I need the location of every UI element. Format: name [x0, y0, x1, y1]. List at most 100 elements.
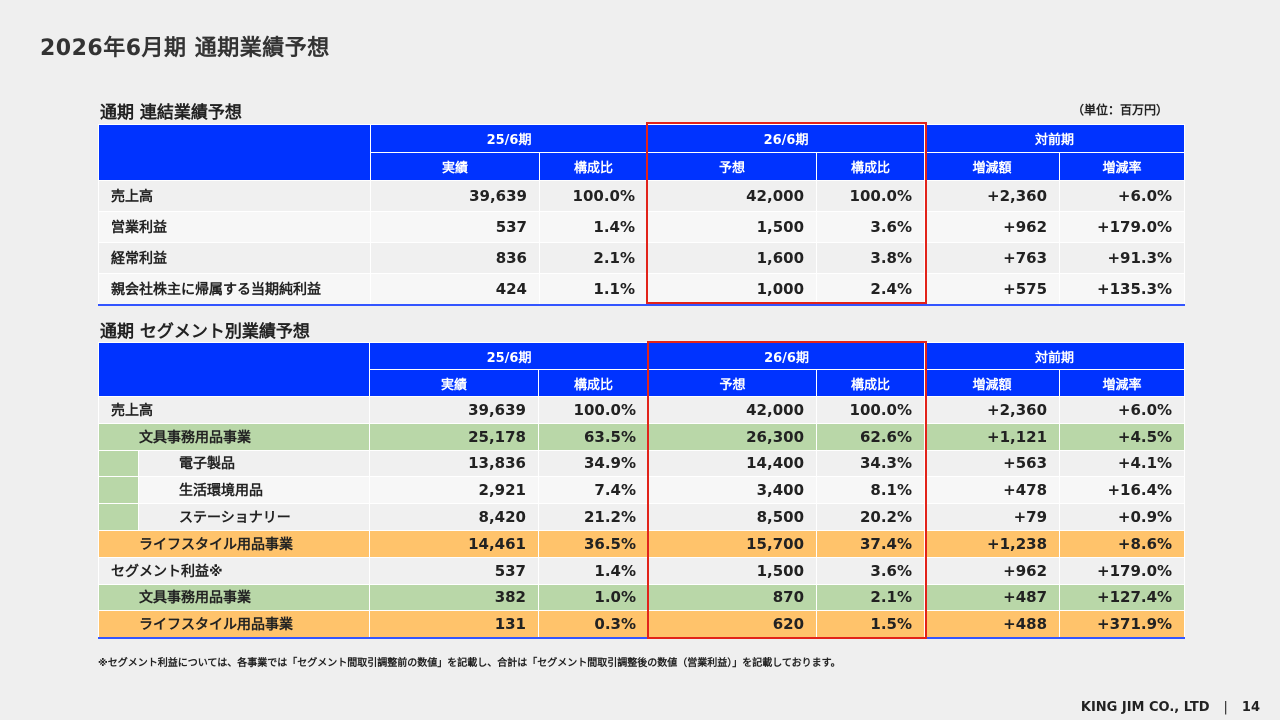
- group-header-fy25: 25/6期: [369, 124, 649, 153]
- sub-header: 実績: [369, 369, 539, 397]
- row-label: ライフスタイル用品事業: [98, 610, 370, 639]
- cell: 63.5%: [537, 422, 650, 451]
- sub-header: 構成比: [538, 152, 649, 181]
- cell: +2,360: [924, 180, 1061, 212]
- row-label: 営業利益: [98, 211, 371, 243]
- cell: 8,420: [369, 503, 539, 531]
- cell: 2.1%: [538, 242, 649, 274]
- indent-cell: [98, 449, 139, 478]
- footer-separator: |: [1223, 700, 1228, 715]
- cell: 36.5%: [537, 529, 650, 558]
- row-label: 電子製品: [138, 449, 370, 478]
- cell: 25,178: [369, 422, 539, 451]
- cell: +6.0%: [1059, 396, 1186, 424]
- cell: +179.0%: [1059, 211, 1186, 243]
- sub-header: 増減率: [1059, 152, 1186, 181]
- cell: 2.4%: [816, 273, 926, 305]
- consolidated-forecast-table: 25/6期 26/6期 対前期 実績 構成比 予想 構成比 増減額 増減率 売上…: [98, 124, 1186, 306]
- cell: +962: [924, 211, 1061, 243]
- row-label: 生活環境用品: [138, 476, 370, 505]
- indent-cell: [98, 476, 139, 505]
- cell: 100.0%: [816, 180, 926, 212]
- table-row: 文具事務用品事業 25,178 63.5% 26,300 62.6% +1,12…: [98, 422, 1186, 451]
- cell: 870: [648, 583, 818, 612]
- sub-header: 増減額: [924, 152, 1061, 181]
- group-header-fy25: 25/6期: [368, 342, 650, 370]
- cell: +2,360: [924, 396, 1061, 424]
- header-blank: [98, 342, 370, 397]
- table-row: セグメント利益※ 537 1.4% 1,500 3.6% +962 +179.0…: [98, 556, 1186, 585]
- cell: 1,600: [647, 242, 818, 274]
- cell: 42,000: [647, 180, 818, 212]
- unit-label: （単位：百万円）: [1071, 103, 1168, 117]
- cell: 3,400: [648, 476, 818, 505]
- sub-header: 増減額: [924, 369, 1061, 397]
- cell: +16.4%: [1059, 476, 1186, 505]
- indent-cell: [98, 503, 139, 531]
- cell: 537: [370, 211, 540, 243]
- section1-title: 通期 連結業績予想: [100, 103, 242, 123]
- footer: KING JIM CO., LTD | 14: [1081, 700, 1260, 715]
- cell: 3.8%: [816, 242, 926, 274]
- cell: 62.6%: [816, 422, 926, 451]
- cell: 131: [369, 610, 539, 639]
- cell: +763: [924, 242, 1061, 274]
- table-row: 文具事務用品事業 382 1.0% 870 2.1% +487 +127.4%: [98, 583, 1186, 612]
- section2-title: 通期 セグメント別業績予想: [100, 322, 310, 342]
- cell: 1.4%: [538, 211, 649, 243]
- cell: 37.4%: [816, 529, 926, 558]
- row-label: 経常利益: [98, 242, 371, 274]
- cell: 1.0%: [537, 583, 650, 612]
- cell: 26,300: [648, 422, 818, 451]
- cell: +135.3%: [1059, 273, 1186, 305]
- footnote: ※セグメント利益については、各事業では「セグメント間取引調整前の数値」を記載し、…: [98, 658, 841, 669]
- cell: 620: [648, 610, 818, 639]
- cell: 1,500: [648, 556, 818, 585]
- table-row: ライフスタイル用品事業 131 0.3% 620 1.5% +488 +371.…: [98, 610, 1186, 639]
- cell: 34.9%: [537, 449, 650, 478]
- cell: +962: [924, 556, 1061, 585]
- cell: 8.1%: [816, 476, 926, 505]
- page-title: 2026年6月期 通期業績予想: [40, 36, 330, 61]
- group-header-fy26: 26/6期: [647, 124, 926, 153]
- cell: +0.9%: [1059, 503, 1186, 531]
- cell: 1.1%: [538, 273, 649, 305]
- sub-header: 構成比: [816, 152, 926, 181]
- cell: +91.3%: [1059, 242, 1186, 274]
- cell: 100.0%: [538, 180, 649, 212]
- cell: 14,400: [648, 449, 818, 478]
- cell: +8.6%: [1059, 529, 1186, 558]
- cell: 20.2%: [816, 503, 926, 531]
- cell: 42,000: [648, 396, 818, 424]
- cell: 382: [369, 583, 539, 612]
- cell: 2,921: [369, 476, 539, 505]
- sub-header: 予想: [648, 369, 818, 397]
- cell: +575: [924, 273, 1061, 305]
- cell: +487: [924, 583, 1061, 612]
- cell: 1,000: [647, 273, 818, 305]
- table-row: ライフスタイル用品事業 14,461 36.5% 15,700 37.4% +1…: [98, 529, 1186, 558]
- group-header-yoy: 対前期: [924, 124, 1186, 153]
- row-label: 売上高: [98, 396, 370, 424]
- cell: 1,500: [647, 211, 818, 243]
- header-blank: [98, 124, 371, 181]
- table-row: 生活環境用品 2,921 7.4% 3,400 8.1% +478 +16.4%: [98, 476, 1186, 505]
- cell: +6.0%: [1059, 180, 1186, 212]
- cell: +478: [924, 476, 1061, 505]
- sub-header: 予想: [647, 152, 818, 181]
- cell: +179.0%: [1059, 556, 1186, 585]
- row-label: 親会社株主に帰属する当期純利益: [98, 273, 371, 305]
- cell: 0.3%: [537, 610, 650, 639]
- table-row: ステーショナリー 8,420 21.2% 8,500 20.2% +79 +0.…: [98, 503, 1186, 531]
- row-label: 文具事務用品事業: [98, 422, 370, 451]
- cell: 34.3%: [816, 449, 926, 478]
- table-row: 売上高 39,639 100.0% 42,000 100.0% +2,360 +…: [98, 180, 1186, 212]
- group-header-fy26: 26/6期: [648, 342, 926, 370]
- cell: 8,500: [648, 503, 818, 531]
- cell: +1,121: [924, 422, 1061, 451]
- cell: 13,836: [369, 449, 539, 478]
- cell: +127.4%: [1059, 583, 1186, 612]
- cell: +488: [924, 610, 1061, 639]
- cell: +79: [924, 503, 1061, 531]
- sub-header: 実績: [370, 152, 540, 181]
